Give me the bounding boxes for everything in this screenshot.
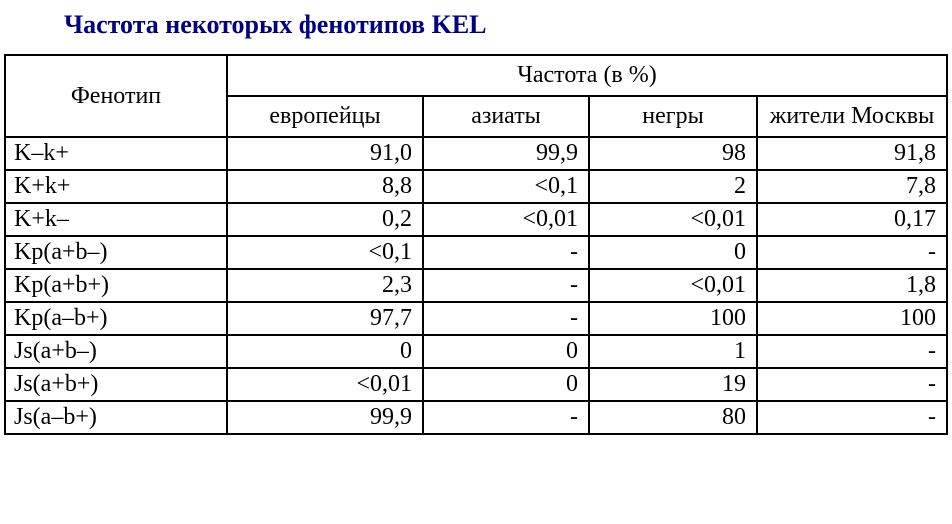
cell-value: 100 xyxy=(757,302,947,335)
header-col-asians: азиаты xyxy=(423,96,589,137)
cell-value: <0,01 xyxy=(589,269,757,302)
cell-value: - xyxy=(423,269,589,302)
header-frequency-group: Частота (в %) xyxy=(227,55,947,96)
row-label: Js(a+b–) xyxy=(5,335,227,368)
cell-value: 19 xyxy=(589,368,757,401)
table-row: K+k– 0,2 <0,01 <0,01 0,17 xyxy=(5,203,947,236)
table-row: Js(a+b–) 0 0 1 - xyxy=(5,335,947,368)
table-head: Фенотип Частота (в %) европейцы азиаты н… xyxy=(5,55,947,137)
cell-value: - xyxy=(757,401,947,434)
header-phenotype: Фенотип xyxy=(5,55,227,137)
row-label: Js(a+b+) xyxy=(5,368,227,401)
cell-value: <0,1 xyxy=(227,236,423,269)
cell-value: <0,1 xyxy=(423,170,589,203)
phenotype-table: Фенотип Частота (в %) европейцы азиаты н… xyxy=(4,54,948,435)
cell-value: - xyxy=(423,401,589,434)
cell-value: 0 xyxy=(589,236,757,269)
cell-value: 0,17 xyxy=(757,203,947,236)
cell-value: 100 xyxy=(589,302,757,335)
row-label: Kp(a+b+) xyxy=(5,269,227,302)
table-row: K+k+ 8,8 <0,1 2 7,8 xyxy=(5,170,947,203)
table-row: Js(a+b+) <0,01 0 19 - xyxy=(5,368,947,401)
row-label: K–k+ xyxy=(5,137,227,170)
table-body: K–k+ 91,0 99,9 98 91,8 K+k+ 8,8 <0,1 2 7… xyxy=(5,137,947,434)
cell-value: 1,8 xyxy=(757,269,947,302)
header-col-negroes: негры xyxy=(589,96,757,137)
cell-value: - xyxy=(757,368,947,401)
cell-value: 97,7 xyxy=(227,302,423,335)
cell-value: - xyxy=(423,236,589,269)
cell-value: 80 xyxy=(589,401,757,434)
cell-value: 0,2 xyxy=(227,203,423,236)
cell-value: 98 xyxy=(589,137,757,170)
table-row: Js(a–b+) 99,9 - 80 - xyxy=(5,401,947,434)
cell-value: 0 xyxy=(227,335,423,368)
table-row: Kp(a+b+) 2,3 - <0,01 1,8 xyxy=(5,269,947,302)
row-label: K+k+ xyxy=(5,170,227,203)
row-label: K+k– xyxy=(5,203,227,236)
header-col-europeans: европейцы xyxy=(227,96,423,137)
row-label: Kp(a+b–) xyxy=(5,236,227,269)
header-row-1: Фенотип Частота (в %) xyxy=(5,55,947,96)
cell-value: 7,8 xyxy=(757,170,947,203)
cell-value: - xyxy=(757,236,947,269)
cell-value: 0 xyxy=(423,368,589,401)
cell-value: 0 xyxy=(423,335,589,368)
header-col-moscow: жители Москвы xyxy=(757,96,947,137)
cell-value: 99,9 xyxy=(227,401,423,434)
table-row: Kp(a–b+) 97,7 - 100 100 xyxy=(5,302,947,335)
table-row: K–k+ 91,0 99,9 98 91,8 xyxy=(5,137,947,170)
table-row: Kp(a+b–) <0,1 - 0 - xyxy=(5,236,947,269)
cell-value: 1 xyxy=(589,335,757,368)
cell-value: 8,8 xyxy=(227,170,423,203)
cell-value: 91,0 xyxy=(227,137,423,170)
row-label: Js(a–b+) xyxy=(5,401,227,434)
cell-value: 99,9 xyxy=(423,137,589,170)
cell-value: 91,8 xyxy=(757,137,947,170)
page: Частота некоторых фенотипов KEL Фенотип … xyxy=(0,0,952,435)
page-title: Частота некоторых фенотипов KEL xyxy=(64,10,946,40)
cell-value: - xyxy=(423,302,589,335)
cell-value: - xyxy=(757,335,947,368)
cell-value: <0,01 xyxy=(423,203,589,236)
cell-value: 2,3 xyxy=(227,269,423,302)
row-label: Kp(a–b+) xyxy=(5,302,227,335)
cell-value: 2 xyxy=(589,170,757,203)
cell-value: <0,01 xyxy=(227,368,423,401)
cell-value: <0,01 xyxy=(589,203,757,236)
